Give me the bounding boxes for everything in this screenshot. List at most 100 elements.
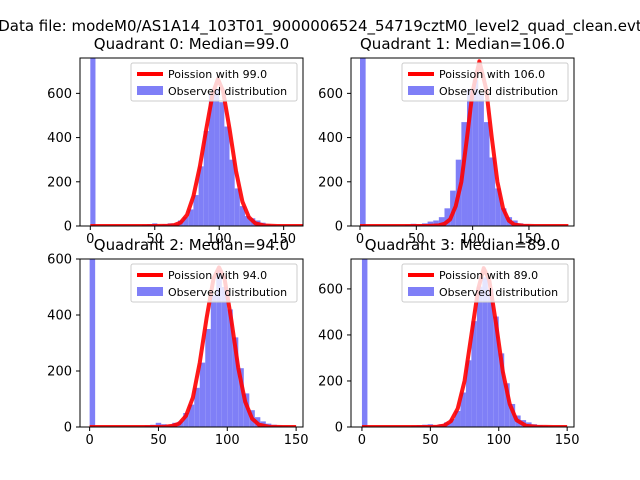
histogram-bar [476,286,483,427]
subplot-quadrant-2: 0 50 100 150 0 200 400 600 Quadrant 2: Median=94… [47,236,308,448]
x-tick-label: 150 [555,433,580,448]
y-tick-label: 0 [335,421,343,436]
histogram-bar [427,221,434,226]
histogram-bar [198,166,204,226]
histogram-bar [221,287,228,427]
x-tick-label: 100 [460,232,485,247]
histogram-bar [239,206,245,226]
histogram-bar [493,316,499,427]
x-tick-label: 100 [207,232,232,247]
histogram-bar [244,216,251,226]
y-tick-label: 400 [318,328,343,343]
subplot-title: Quadrant 3: Median=89.0 [365,236,560,254]
legend: Poission with 94.0 Observed distribution [130,263,298,303]
histogram-bar [210,295,217,427]
histogram-bar [489,157,496,226]
x-tick-label: 100 [215,433,240,448]
legend-box [130,263,298,303]
x-tick-label: 150 [517,232,542,247]
histogram-bar [495,188,501,226]
legend-label-observed: Observed distribution [439,85,558,98]
legend-box [130,62,298,102]
histogram-bar [460,392,466,427]
histogram-bar [361,259,368,427]
histogram-bar [471,321,477,427]
legend-box [401,263,569,303]
subplot-grid: 0 50 100 150 0 200 400 600 Quadrant 0: Median=99… [47,35,579,448]
histogram-bar [229,159,235,226]
axes-frame [79,258,304,428]
y-tick-label: 400 [318,131,343,146]
x-tick-label: 0 [356,232,364,247]
histogram-bar [183,413,189,427]
histogram-bar [208,93,215,226]
legend-label-observed: Observed distribution [168,286,287,299]
legend-box [401,62,569,102]
y-tick-label: 0 [64,421,72,436]
legend-swatch-observed [408,287,434,296]
histogram-bar [90,58,96,226]
x-tick-label: 0 [358,433,366,448]
subplot-quadrant-0: 0 50 100 150 0 200 400 600 Quadrant 0: Median=99… [47,35,304,247]
histogram-bar [183,217,189,226]
subplot-quadrant-3: 0 50 100 150 0 200 400 600 Quadrant 3: Median=89… [318,236,579,448]
y-tick-label: 400 [47,309,72,324]
histogram-bar [482,277,488,427]
y-tick-label: 0 [64,220,72,235]
y-tick-label: 600 [318,282,343,297]
histogram-bar [188,209,194,226]
axes-frame [79,57,304,227]
legend-label-observed: Observed distribution [168,85,287,98]
x-tick-label: 0 [85,433,93,448]
legend-swatch-observed [408,86,434,95]
x-tick-label: 150 [284,433,309,448]
subplot-quadrant-1: 0 50 100 150 0 200 400 600 Quadrant 1: Median=10… [318,35,575,247]
legend-label-poisson: Poission with 99.0 [168,68,267,81]
legend: Poission with 99.0 Observed distribution [130,62,298,102]
y-tick-label: 600 [318,87,343,102]
histogram-bar [487,288,494,427]
figure-suptitle: Data file: modeM0/AS1A14_103T01_90000065… [0,17,640,36]
histogram-bar [467,88,473,226]
x-tick-label: 50 [146,232,163,247]
histogram-bar [238,368,244,427]
x-tick-label: 50 [422,433,439,448]
plot-area [89,259,297,427]
histogram-bar [454,410,461,427]
histogram-bar [227,309,233,427]
x-tick-label: 50 [408,232,425,247]
axes-frame [350,57,575,227]
legend-swatch-observed [137,86,163,95]
histogram-bar [449,418,455,427]
y-tick-label: 400 [47,131,72,146]
histogram-bar [498,353,505,427]
legend: Poission with 89.0 Observed distribution [401,263,569,303]
subplot-title: Quadrant 1: Median=106.0 [360,35,565,53]
histogram-bar [444,208,451,226]
histogram-bar [438,217,445,226]
y-tick-label: 600 [47,253,72,268]
legend-label-poisson: Poission with 94.0 [168,269,267,282]
histogram-bar [155,422,162,427]
histogram-bar [214,88,220,226]
subplot-title: Quadrant 2: Median=94.0 [94,236,289,254]
histogram-bar [465,360,472,427]
legend-label-poisson: Poission with 89.0 [439,269,538,282]
legend-label-observed: Observed distribution [439,286,558,299]
histogram-bar [205,329,211,427]
x-tick-label: 50 [150,433,167,448]
histogram-bar [219,102,225,226]
histogram-bar [360,58,366,226]
histogram-bar [232,337,239,427]
histogram-bar [234,188,240,226]
histogram-bar [478,93,484,226]
histogram-bar [194,387,200,427]
histogram-bar [472,80,479,226]
y-tick-label: 0 [335,220,343,235]
histogram-bar [203,130,209,226]
histogram-bar [500,208,507,226]
y-tick-label: 200 [318,175,343,190]
legend-label-poisson: Poission with 106.0 [439,68,545,81]
legend-swatch-observed [137,287,163,296]
